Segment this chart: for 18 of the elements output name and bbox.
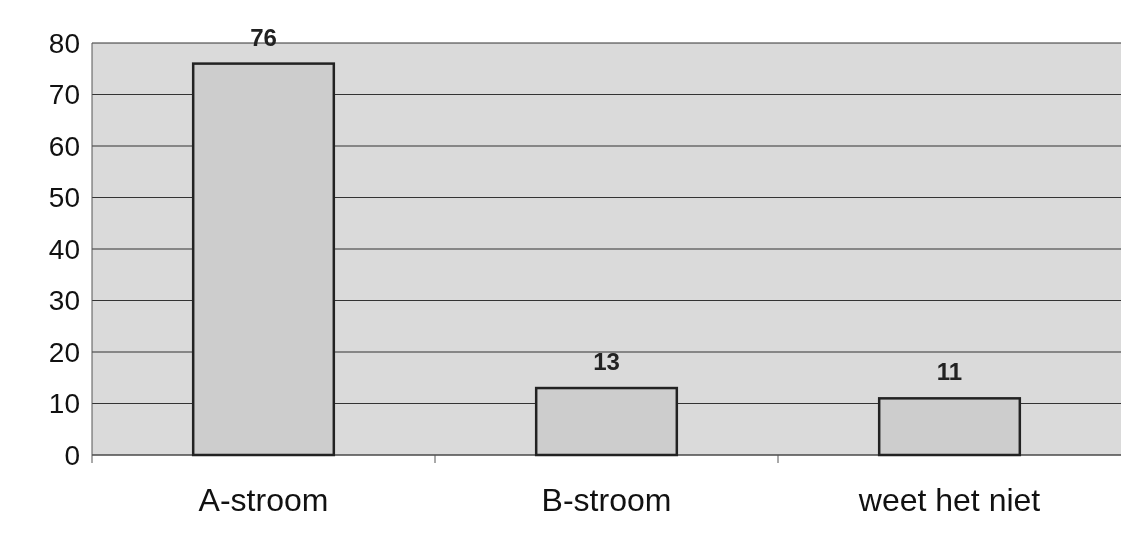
y-tick-label: 70 (48, 79, 80, 111)
data-label: 13 (593, 348, 620, 376)
bar (877, 397, 1022, 457)
y-tick-label: 0 (64, 439, 80, 471)
y-tick-label: 40 (48, 233, 80, 265)
y-tick-label: 50 (48, 182, 80, 214)
data-label: 11 (936, 358, 963, 386)
y-tick-label: 80 (48, 27, 80, 59)
y-tick-label: 10 (48, 388, 80, 420)
bar (191, 62, 336, 457)
y-tick-label: 60 (48, 130, 80, 162)
x-tick-label: A-stroom (198, 482, 329, 518)
data-label: 76 (250, 23, 277, 51)
y-tick-label: 30 (48, 285, 80, 317)
x-tick-label: weet het niet (857, 482, 1041, 518)
x-tick-label: B-stroom (541, 482, 672, 518)
y-tick-label: 20 (48, 336, 80, 368)
bar (534, 386, 679, 457)
